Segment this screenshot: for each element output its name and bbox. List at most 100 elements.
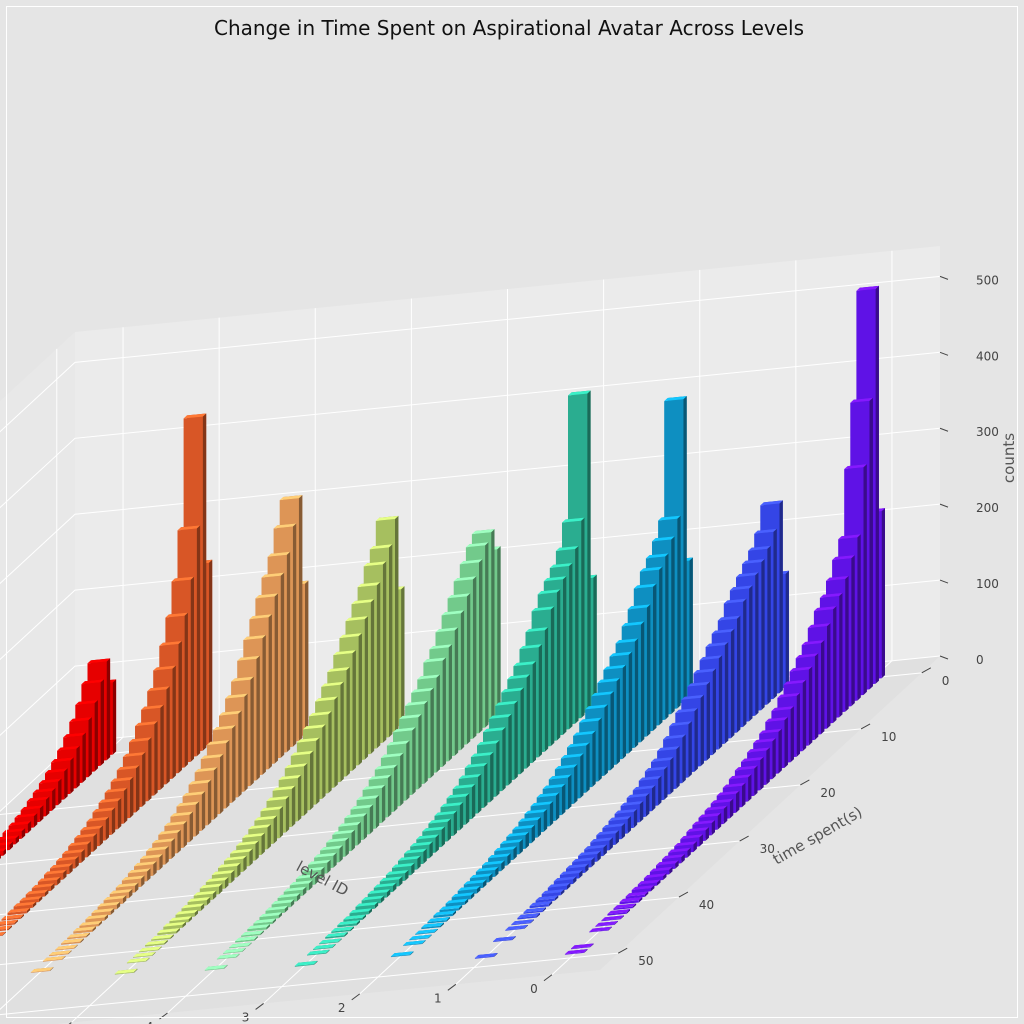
bar-top xyxy=(535,895,559,901)
bar-top xyxy=(777,692,800,698)
bar-top xyxy=(273,523,297,529)
bar-front xyxy=(418,714,422,790)
bar-top xyxy=(518,816,541,822)
bar-top xyxy=(181,903,205,909)
bar-top xyxy=(104,787,128,793)
bar-front xyxy=(730,628,735,739)
bar-top xyxy=(158,829,181,835)
bar-front xyxy=(357,821,361,846)
bar-front xyxy=(81,849,85,863)
z-tick-label: 500 xyxy=(976,273,999,287)
x-tick-mark xyxy=(921,667,932,674)
bar-top xyxy=(543,576,567,582)
bar-front xyxy=(784,717,788,768)
bar-top xyxy=(362,784,386,790)
bar-front xyxy=(760,756,764,791)
bar-top xyxy=(795,653,819,659)
bar-front xyxy=(556,589,561,741)
bar-top xyxy=(742,559,765,564)
bar-top xyxy=(152,838,175,844)
bar xyxy=(474,953,498,959)
bar-top xyxy=(231,676,254,682)
bar-front xyxy=(525,831,529,849)
bar-top xyxy=(429,644,452,650)
bar-top xyxy=(428,818,451,824)
x-tick-label: 40 xyxy=(699,898,714,912)
bar-front xyxy=(136,765,140,813)
bar-top xyxy=(651,757,674,762)
bar-front xyxy=(200,903,205,911)
bar-right xyxy=(631,888,651,894)
bar-front xyxy=(736,790,740,813)
bar xyxy=(253,918,276,926)
bar-top xyxy=(157,928,180,934)
bar-top xyxy=(541,889,565,895)
bar xyxy=(19,896,43,904)
bar-top xyxy=(248,824,271,830)
grid-line-z xyxy=(0,275,941,433)
bar-top xyxy=(813,606,837,612)
series-level-7 xyxy=(0,413,213,936)
bar-front xyxy=(590,943,594,948)
bar-front xyxy=(550,606,555,747)
bar-right xyxy=(319,941,339,945)
bar-top xyxy=(807,623,831,629)
bar-top xyxy=(98,798,122,803)
bar-top xyxy=(506,831,529,837)
bar-top xyxy=(704,805,728,811)
bar-front xyxy=(586,742,590,793)
bar-front xyxy=(236,953,240,958)
bar-right xyxy=(49,953,69,957)
bar-top xyxy=(681,694,704,700)
bar xyxy=(204,964,228,971)
bar-top xyxy=(303,724,326,730)
bar-front xyxy=(677,515,681,709)
bar-top xyxy=(290,750,314,756)
bar-top xyxy=(754,528,777,534)
bar-front xyxy=(356,920,360,926)
bar-top xyxy=(567,742,590,748)
bar-front xyxy=(314,960,318,965)
bar-top xyxy=(337,920,360,926)
bar-top xyxy=(0,931,6,936)
bar xyxy=(145,940,168,947)
bar-front xyxy=(382,561,387,743)
bar xyxy=(7,907,31,916)
bar xyxy=(337,920,360,928)
bar-front xyxy=(273,815,277,844)
bar-top xyxy=(141,704,164,710)
bar-front xyxy=(266,924,270,930)
bar-front xyxy=(278,912,282,919)
bar-top xyxy=(163,921,186,927)
bar-front xyxy=(272,918,276,924)
bar-top xyxy=(760,500,783,506)
bar xyxy=(613,903,637,910)
x-tick-label: 0 xyxy=(942,674,950,688)
bar-front xyxy=(712,668,716,755)
bar-front xyxy=(502,727,506,791)
bar-front xyxy=(742,782,746,808)
bar-top xyxy=(427,917,450,922)
bar-front xyxy=(88,717,92,778)
bar-front xyxy=(274,593,278,764)
bar-top xyxy=(229,942,252,948)
bar-front xyxy=(159,854,163,871)
bar xyxy=(49,950,72,957)
bar-top xyxy=(272,785,296,791)
bar-top xyxy=(55,944,78,950)
grid-line-x xyxy=(0,840,740,916)
bar-top xyxy=(716,790,740,796)
grid-line-x xyxy=(0,952,619,1016)
bar xyxy=(25,889,49,899)
bar-front xyxy=(182,921,186,928)
bar xyxy=(439,905,463,913)
bar xyxy=(229,942,252,949)
bar-right xyxy=(517,916,537,920)
bar-front xyxy=(574,764,578,804)
bar-top xyxy=(151,934,174,940)
bar xyxy=(421,922,444,930)
bar-front xyxy=(476,885,481,894)
bar-top xyxy=(175,909,198,915)
z-tick-mark xyxy=(939,275,949,280)
